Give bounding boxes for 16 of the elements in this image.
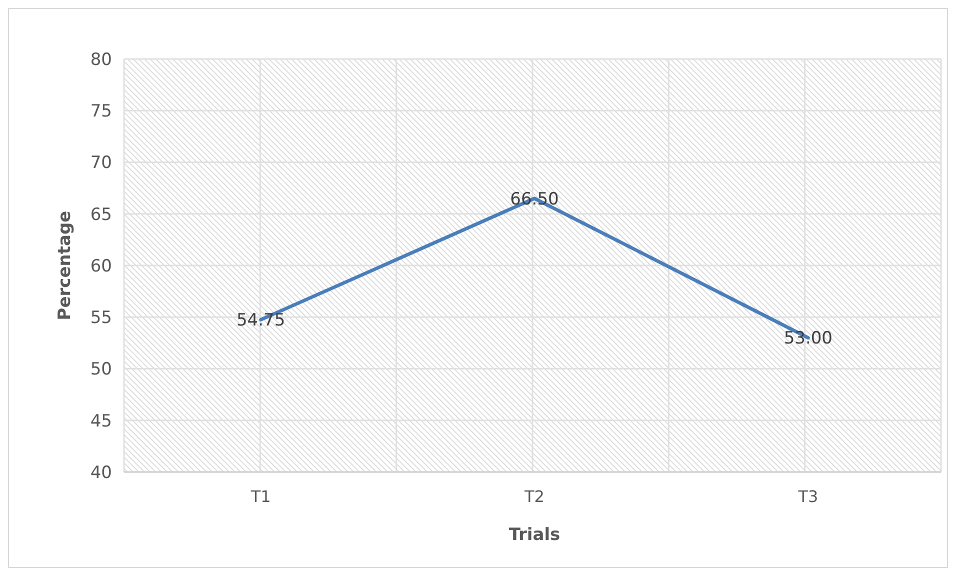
y-tick-label: 55 (90, 308, 112, 328)
y-tick-label: 50 (90, 360, 112, 380)
y-axis-title: Percentage (55, 210, 75, 320)
x-tick-label: T3 (797, 487, 818, 506)
data-label: 54.75 (236, 310, 286, 331)
y-tick-label: 45 (90, 411, 112, 432)
y-tick-label: 65 (90, 204, 112, 225)
y-tick-label: 60 (90, 256, 112, 276)
y-tick-label: 40 (90, 462, 112, 483)
data-label: 53.00 (784, 328, 833, 349)
y-tick-label: 80 (90, 50, 112, 70)
x-tick-label: T2 (524, 487, 544, 506)
y-tick-label: 75 (90, 102, 112, 122)
x-axis-title: Trials (508, 525, 560, 545)
x-tick-label: T1 (250, 487, 271, 506)
y-tick-label: 70 (90, 153, 112, 174)
